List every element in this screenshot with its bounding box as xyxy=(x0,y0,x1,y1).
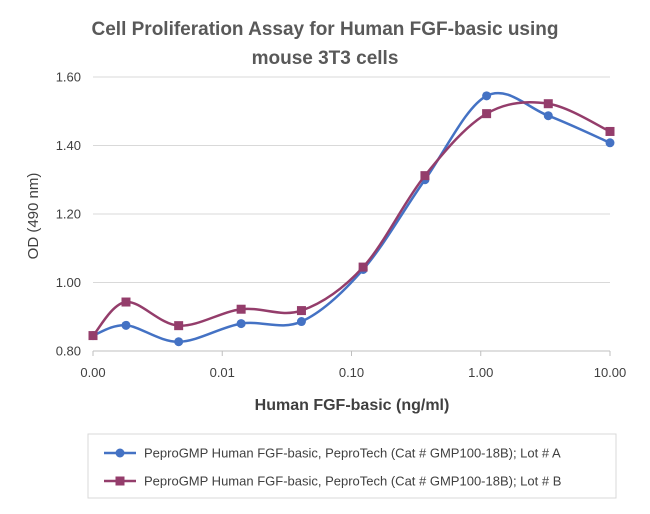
legend-label: PeproGMP Human FGF-basic, PeproTech (Cat… xyxy=(144,446,561,461)
data-point xyxy=(605,126,615,136)
series-layer xyxy=(88,91,615,347)
data-point xyxy=(121,320,131,330)
legend-entry-lot-b: PeproGMP Human FGF-basic, PeproTech (Cat… xyxy=(104,474,561,489)
y-tick-label: 1.20 xyxy=(56,207,81,222)
data-point xyxy=(543,111,553,121)
data-point xyxy=(420,171,430,181)
data-point xyxy=(296,306,306,316)
legend-marker xyxy=(115,476,125,486)
data-point xyxy=(482,109,492,119)
legend-entry-lot-a: PeproGMP Human FGF-basic, PeproTech (Cat… xyxy=(104,446,561,461)
x-tick-label: 10.00 xyxy=(594,365,627,380)
data-point xyxy=(543,99,553,109)
chart-title-line-2: mouse 3T3 cells xyxy=(252,48,399,69)
legend-marker xyxy=(115,448,125,458)
y-axis-title: OD (490 nm) xyxy=(25,173,42,260)
data-point xyxy=(88,331,98,341)
axes: 0.80 1.00 1.20 1.40 1.60 0.00 0.01 0.10 1.00 10.0… xyxy=(56,70,627,381)
series-lot-a xyxy=(88,91,615,347)
legend-label: PeproGMP Human FGF-basic, PeproTech (Cat… xyxy=(144,474,561,489)
legend-box xyxy=(87,433,617,499)
legend-items: PeproGMP Human FGF-basic, PeproTech (Cat… xyxy=(104,446,561,489)
data-point xyxy=(174,321,184,331)
data-point xyxy=(121,297,131,307)
data-point xyxy=(296,317,306,327)
data-point xyxy=(358,262,368,272)
x-tick-label: 1.00 xyxy=(468,365,493,380)
y-tick-label: 1.00 xyxy=(56,275,81,290)
series-line xyxy=(92,101,611,337)
data-point xyxy=(174,337,184,347)
x-tick-label: 0.10 xyxy=(339,365,364,380)
chart-title-line-1: Cell Proliferation Assay for Human FGF-b… xyxy=(92,19,559,40)
series-lot-b xyxy=(88,99,615,341)
data-point xyxy=(482,91,492,101)
x-tick-label: 0.00 xyxy=(80,365,105,380)
data-point xyxy=(236,304,246,314)
series-line xyxy=(92,91,611,344)
data-point xyxy=(605,138,615,148)
data-point xyxy=(236,319,246,329)
y-tick-label: 1.40 xyxy=(56,138,81,153)
y-tick-label: 1.60 xyxy=(56,70,81,85)
y-tick-label: 0.80 xyxy=(56,344,81,359)
legend: PeproGMP Human FGF-basic, PeproTech (Cat… xyxy=(87,433,617,499)
x-tick-label: 0.01 xyxy=(210,365,235,380)
x-axis-title: Human FGF-basic (ng/ml) xyxy=(255,397,450,414)
